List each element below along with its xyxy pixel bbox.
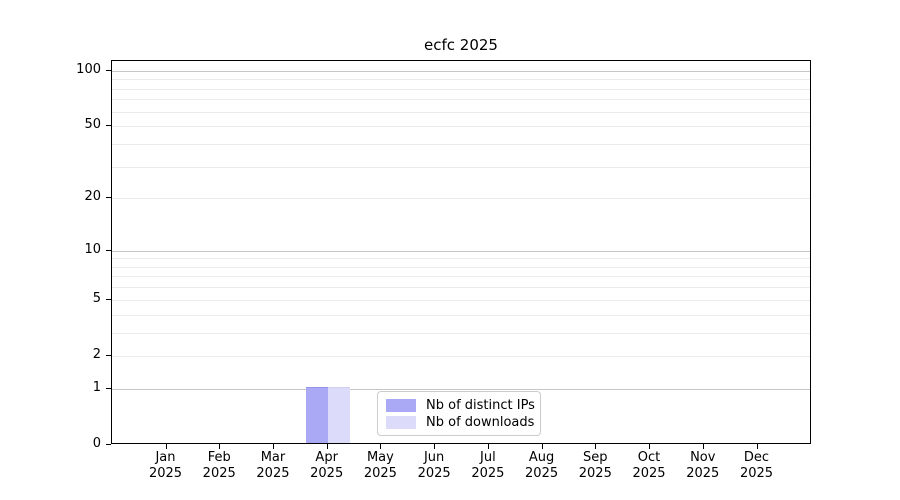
x-tick-label-year: 2025	[471, 466, 505, 481]
x-tick-label-year: 2025	[310, 466, 344, 481]
x-tick-label-year: 2025	[632, 466, 666, 481]
plot-area: Nb of distinct IPs Nb of downloads	[111, 60, 811, 444]
gridline-minor	[112, 258, 810, 260]
y-tick-label: 10	[84, 241, 101, 257]
y-tick-label: 100	[76, 61, 101, 77]
x-tick-label-year: 2025	[417, 466, 451, 481]
x-tick-label: Oct 2025	[617, 450, 681, 482]
x-tick-label-month: Nov	[690, 450, 716, 465]
legend-item-downloads: Nb of downloads	[386, 414, 535, 431]
x-tick-label-year: 2025	[578, 466, 612, 481]
gridline-minor	[112, 198, 810, 200]
x-tick-label: Aug 2025	[510, 450, 574, 482]
x-tick-mark	[219, 444, 221, 449]
x-tick-label-month: Sep	[583, 450, 608, 465]
x-tick-mark	[541, 444, 543, 449]
x-tick-mark	[380, 444, 382, 449]
gridline-minor	[112, 126, 810, 128]
y-tick-mark	[106, 298, 111, 300]
y-tick-mark	[106, 249, 111, 251]
gridline-minor	[112, 111, 810, 113]
x-tick-label: Sep 2025	[563, 450, 627, 482]
x-tick-label-month: Dec	[743, 450, 770, 465]
y-tick-mark	[106, 387, 111, 389]
x-tick-label-month: Mar	[260, 450, 286, 465]
x-tick-label: Apr 2025	[295, 450, 359, 482]
x-tick-label-year: 2025	[363, 466, 397, 481]
x-tick-mark	[595, 444, 597, 449]
legend-swatch-distinct-ips-icon	[386, 399, 416, 412]
gridline-minor	[112, 299, 810, 301]
gridline-minor	[112, 276, 810, 278]
bar-distinct-ips	[305, 386, 328, 443]
gridline-minor	[112, 143, 810, 145]
gridline-minor	[112, 99, 810, 101]
x-tick-label-year: 2025	[202, 466, 236, 481]
x-tick-label-month: Jul	[480, 450, 496, 465]
gridline-minor	[112, 88, 810, 90]
x-tick-label-year: 2025	[256, 466, 290, 481]
x-tick-label-month: Jun	[423, 450, 445, 465]
gridline-major	[112, 70, 810, 72]
gridline-minor	[112, 332, 810, 334]
gridline-minor	[112, 314, 810, 316]
y-tick-mark	[106, 197, 111, 199]
x-tick-mark	[165, 444, 167, 449]
x-tick-mark	[756, 444, 758, 449]
gridline-minor	[112, 355, 810, 357]
gridline-minor	[112, 79, 810, 81]
legend-label-distinct-ips: Nb of distinct IPs	[426, 398, 535, 413]
y-tick-mark	[106, 354, 111, 356]
x-tick-label-month: Feb	[207, 450, 231, 465]
y-tick-label: 1	[92, 379, 101, 395]
legend-item-distinct-ips: Nb of distinct IPs	[386, 397, 535, 414]
x-tick-label: Jul 2025	[456, 450, 520, 482]
x-tick-label: Nov 2025	[671, 450, 735, 482]
x-tick-label-month: Jan	[155, 450, 176, 465]
x-tick-label-month: Apr	[315, 450, 338, 465]
x-tick-label-month: Oct	[637, 450, 661, 465]
x-tick-label: May 2025	[348, 450, 412, 482]
y-tick-label: 20	[84, 189, 101, 205]
chart-title: ecfc 2025	[424, 36, 498, 54]
y-tick-label: 0	[92, 436, 101, 451]
x-tick-mark	[326, 444, 328, 449]
gridline-major	[112, 250, 810, 252]
x-tick-label: Feb 2025	[187, 450, 251, 482]
legend-label-downloads: Nb of downloads	[426, 415, 535, 430]
y-tick-label: 5	[92, 290, 101, 306]
legend: Nb of distinct IPs Nb of downloads	[377, 391, 541, 436]
x-tick-label-year: 2025	[148, 466, 183, 481]
y-tick-mark	[106, 125, 111, 127]
x-tick-label-month: Aug	[528, 450, 555, 465]
y-tick-label: 2	[92, 346, 101, 362]
x-tick-label: Dec 2025	[725, 450, 789, 482]
gridline-minor	[112, 287, 810, 289]
x-tick-mark	[649, 444, 651, 449]
x-tick-label-year: 2025	[525, 466, 559, 481]
y-tick-mark	[106, 69, 111, 71]
x-tick-mark	[702, 444, 704, 449]
bar-downloads	[327, 386, 350, 443]
x-tick-label-year: 2025	[686, 466, 720, 481]
x-tick-label: Jan 2025	[134, 450, 198, 482]
x-tick-mark	[487, 444, 489, 449]
x-tick-label-month: May	[366, 450, 394, 465]
gridline-minor	[112, 166, 810, 168]
x-tick-mark	[272, 444, 274, 449]
gridline-major	[112, 388, 810, 390]
y-tick-mark	[106, 444, 111, 445]
x-tick-mark	[434, 444, 436, 449]
gridline-minor	[112, 266, 810, 268]
x-tick-label: Mar 2025	[241, 450, 305, 482]
x-tick-label: Jun 2025	[402, 450, 466, 482]
x-tick-label-year: 2025	[739, 466, 774, 481]
y-tick-label: 50	[84, 117, 101, 133]
legend-swatch-downloads-icon	[386, 416, 416, 429]
